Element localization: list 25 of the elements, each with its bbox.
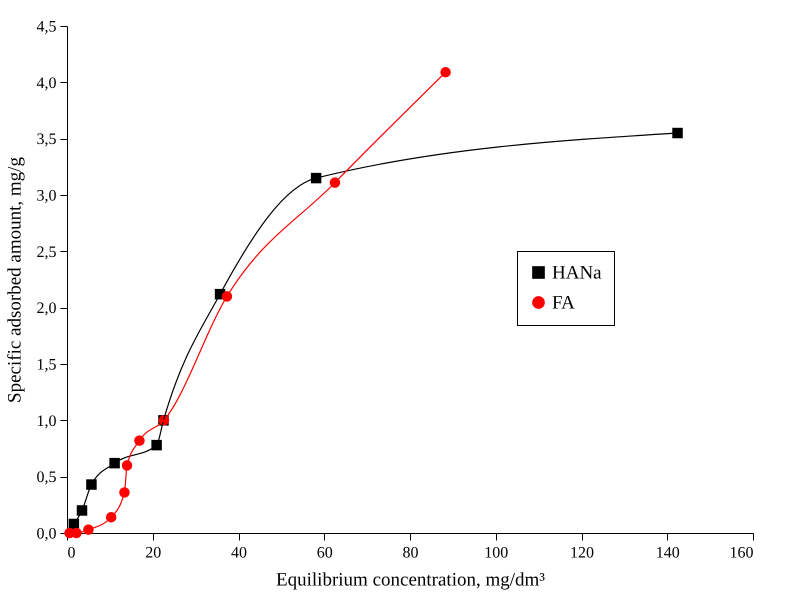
x-axis-title: Equilibrium concentration, mg/dm³ <box>276 570 546 590</box>
x-tick-label: 160 <box>730 544 754 562</box>
y-tick-label: 3,5 <box>36 131 56 148</box>
y-tick-label: 2,0 <box>36 300 56 318</box>
y-axis-title: Specific adsorbed amount, mg/g <box>4 156 26 403</box>
y-tick-label: 0,5 <box>36 469 56 486</box>
y-tick-label: 1,0 <box>36 412 56 430</box>
y-tick-label: 2,5 <box>36 244 56 261</box>
point <box>672 128 683 138</box>
y-tick-label: 0,0 <box>36 526 56 542</box>
x-tick-label: 100 <box>484 544 508 562</box>
point <box>440 66 451 78</box>
legend-label: HANa <box>552 262 602 284</box>
x-tick-label: 60 <box>316 544 333 562</box>
x-tick-label: 120 <box>570 544 594 562</box>
x-tick-label: 20 <box>145 544 162 562</box>
y-tick-label: 4,0 <box>36 74 56 92</box>
x-tick-label: 80 <box>402 544 418 562</box>
y-tick-label: 3,0 <box>36 188 56 204</box>
x-tick-label: 0 <box>68 544 76 562</box>
y-tick-label: 4,5 <box>36 18 56 36</box>
x-tick-label: 40 <box>231 544 247 562</box>
x-tick-label: 140 <box>656 544 680 562</box>
y-tick-label: 1,5 <box>36 356 56 374</box>
legend-label: FA <box>552 292 576 314</box>
